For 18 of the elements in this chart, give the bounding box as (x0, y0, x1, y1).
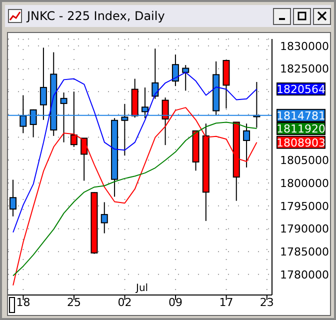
y-tick-label: 1795000 (280, 200, 329, 213)
x-tick-label: 17 (219, 296, 234, 309)
y-tick-label: 1830000 (280, 40, 329, 53)
y-tick-label: 1825000 (280, 62, 329, 76)
y-tick-label: 1805000 (280, 154, 329, 168)
x-tick-label: 23 (260, 296, 274, 309)
ref-line-label: 1814781 (276, 109, 326, 122)
x-tick-label: 25 (67, 296, 81, 309)
y-tick-label: 1785000 (280, 245, 329, 258)
x-tick-label: 02 (118, 296, 132, 309)
x-tick-label: 09 (168, 296, 183, 309)
data-label: 1811920 (276, 122, 326, 136)
chart-title: JNKC - 225 Index, Daily (27, 9, 166, 23)
y-tick-label: 1780000 (280, 268, 329, 282)
annotation: Jul (136, 283, 148, 294)
y-tick-label: 1790000 (280, 222, 329, 236)
y-tick-label: 1800000 (280, 176, 329, 190)
x-tick-label: 18 (16, 296, 30, 309)
